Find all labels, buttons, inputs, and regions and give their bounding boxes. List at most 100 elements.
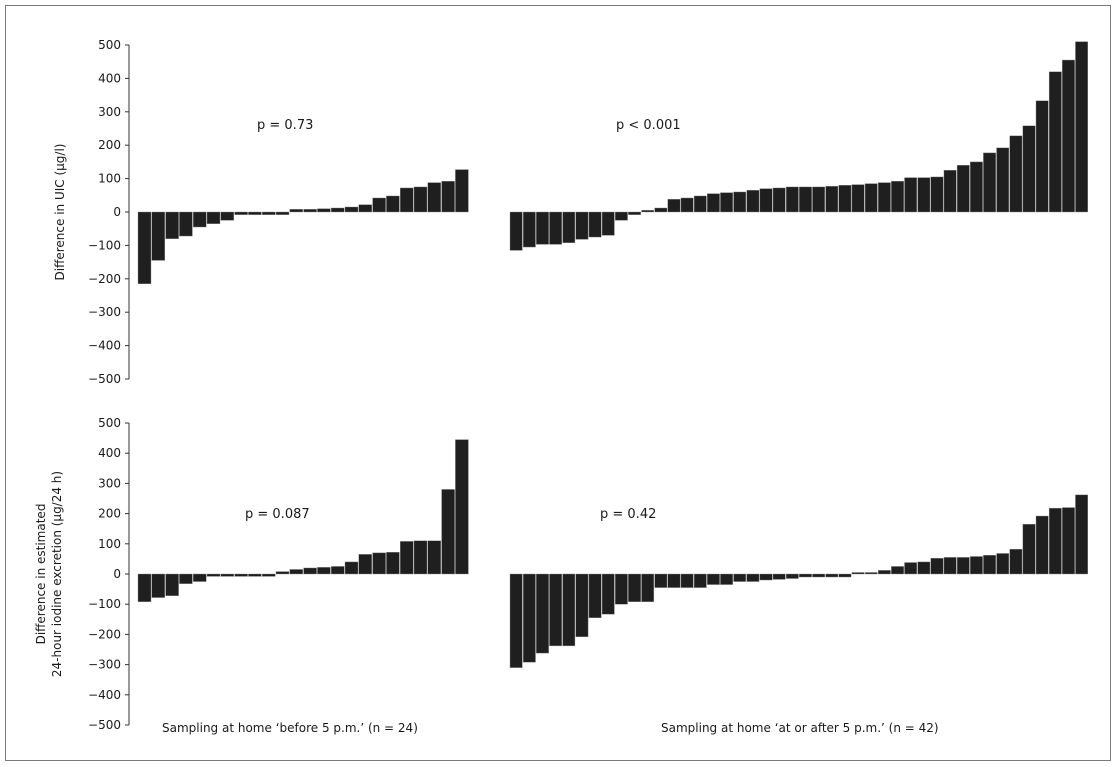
bar [275,571,290,575]
y-axis-title-line: 24-hour iodine excretion (μg/24 h) [50,471,64,677]
bar [799,186,812,213]
y-tick-label: −500 [88,718,121,732]
bar [588,573,602,618]
bar [400,541,414,575]
bar [904,177,918,213]
bar [838,573,852,578]
bar-series-lower-left [137,439,469,602]
bar [759,573,773,581]
bar [303,209,317,213]
bar [344,561,359,575]
bar [248,211,262,215]
y-tick-label: −100 [88,597,121,611]
bar [1048,507,1062,575]
bar [641,573,655,602]
p-value-annotation: p = 0.42 [600,507,656,522]
bar [628,573,641,602]
bar [864,572,878,575]
bar [151,211,166,261]
bar-series-upper-right [509,41,1088,251]
bar [956,165,970,213]
bar [838,185,852,213]
y-tick-label: −100 [88,238,121,252]
bar [772,573,786,580]
bar [522,573,536,663]
bar [641,210,655,213]
bar-series-lower-right [509,494,1088,668]
bar [970,556,983,575]
bar [234,573,248,577]
bar [575,211,589,240]
bar [248,573,262,577]
bar [812,186,826,213]
bar [746,190,760,213]
bar [983,555,996,575]
bar [536,573,549,654]
bar [615,211,628,221]
y-tick-label: 500 [98,416,121,430]
bar [179,573,193,584]
bar [733,573,747,582]
bar [441,181,455,213]
bar [943,170,957,213]
bar [864,183,878,213]
bar [427,182,441,213]
bar [234,211,248,215]
y-tick-label: −400 [88,688,121,702]
bar [851,184,865,213]
y-tick-label: 400 [98,446,121,460]
bar [878,570,891,575]
bar [1048,71,1062,213]
bar [707,193,720,213]
bar [693,195,707,213]
bar [667,573,681,588]
bar [165,211,179,239]
bar [358,554,372,575]
bar [983,152,996,213]
y-tick-label: −400 [88,339,121,353]
bar [930,558,944,575]
y-tick-label: 300 [98,105,121,119]
y-tick-label: 300 [98,476,121,490]
bar [549,573,563,647]
bar [628,211,641,215]
bar [137,573,152,602]
y-tick-label: 100 [98,172,121,186]
y-tick-label: −300 [88,658,121,672]
bar [509,211,523,251]
x-label-before-5pm: Sampling at home ‘before 5 p.m.’ (n = 24… [162,721,418,735]
bar [680,573,694,588]
bar [1035,100,1049,213]
bar [522,211,536,248]
bar [693,573,707,588]
bar [549,211,563,245]
bar [917,561,931,575]
bar [358,204,372,213]
bar [386,195,400,213]
bar [413,186,428,213]
bar [1022,523,1036,575]
bar [344,206,359,213]
y-tick-label: 0 [113,205,121,219]
bar [680,197,694,213]
y-axis-title-line: Difference in estimated [34,504,48,645]
bar [137,211,152,285]
bar [206,211,221,224]
bar [785,573,799,579]
bar [707,573,720,585]
bar [956,557,970,575]
bar [509,573,523,668]
bar [441,489,455,575]
bar [220,573,235,577]
bar [536,211,549,245]
y-tick-label: 200 [98,138,121,152]
bar [372,197,386,213]
y-axis-title-uic: Difference in UIC (μg/l) [53,144,67,281]
y-tick-label: −200 [88,272,121,286]
bar [878,182,891,213]
bar [427,540,441,575]
bar [825,186,839,213]
bar [262,573,276,577]
bar [1009,135,1023,213]
bar [562,211,576,243]
